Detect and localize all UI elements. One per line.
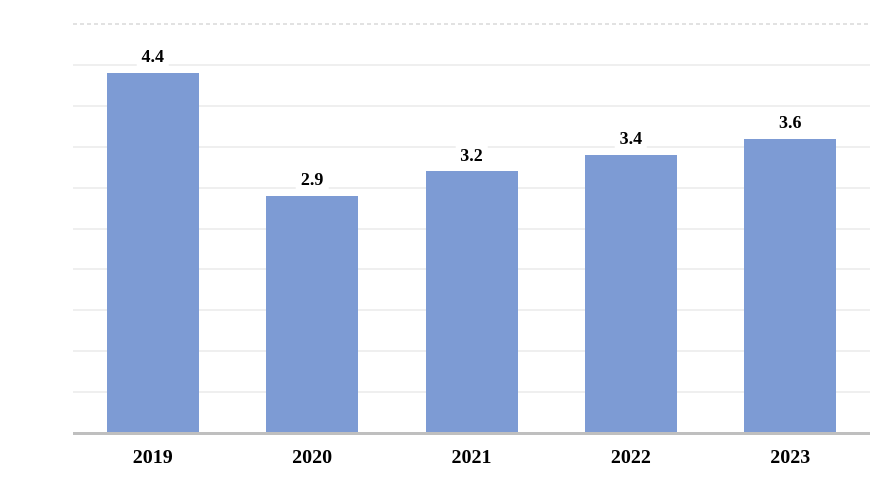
bar-2020 [266, 195, 359, 433]
data-label-2023: 3.6 [774, 111, 807, 133]
bar-2022 [584, 154, 677, 433]
gridline [73, 104, 870, 107]
x-tick-label-2022: 2022 [610, 446, 651, 468]
bar-2023 [744, 138, 837, 433]
x-axis-line [73, 432, 870, 435]
gridline [73, 23, 870, 25]
bar-2021 [425, 171, 518, 433]
data-label-2022: 3.4 [614, 128, 648, 149]
data-label-2021: 3.2 [455, 144, 488, 166]
data-label-2020: 2.9 [295, 169, 329, 190]
x-tick-label-2023: 2023 [770, 446, 811, 468]
x-tick-label-2020: 2020 [292, 446, 333, 468]
x-tick-label-2019: 2019 [132, 446, 173, 468]
x-tick-label-2021: 2021 [451, 446, 492, 468]
gridline [73, 63, 870, 66]
data-label-2019: 4.4 [136, 46, 169, 68]
bar-2019 [106, 73, 199, 433]
plot-area: 4.4 2.9 3.2 3.4 3.6 2019 2020 2021 2022 2023 [73, 23, 870, 468]
